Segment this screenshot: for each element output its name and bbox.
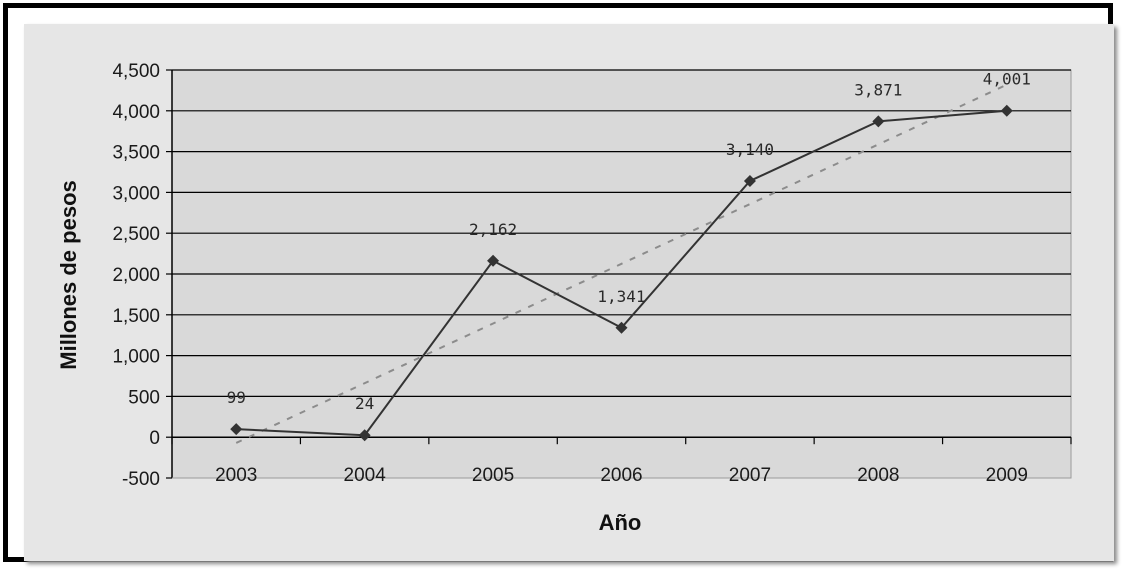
y-tick-label: 3,000 [112, 183, 160, 204]
y-axis-ticks: -500 0 500 1,000 1,500 2,000 2,500 3,000 3,500 4,… [112, 61, 172, 490]
data-point-marker [487, 254, 500, 267]
y-tick-label: 2,500 [112, 224, 160, 245]
data-label: 1,341 [597, 287, 645, 306]
y-tick-label: 1,500 [112, 306, 160, 327]
data-label: 99 [227, 388, 246, 407]
y-tick-label: -500 [122, 469, 160, 490]
data-label: 2,162 [469, 220, 517, 239]
data-point-marker [1000, 104, 1013, 117]
x-tick-label: 2003 [215, 465, 257, 486]
x-tick-label: 2005 [472, 465, 514, 486]
x-tick-label: 2009 [986, 465, 1028, 486]
x-tick-label: 2007 [729, 465, 771, 486]
x-tick-label: 2004 [344, 465, 387, 486]
x-axis-title: Año [599, 510, 642, 535]
data-label: 4,001 [983, 70, 1031, 89]
y-axis-title: Millones de pesos [56, 180, 81, 370]
y-tick-label: 4,500 [112, 61, 160, 82]
data-point-marker [872, 115, 885, 128]
data-points [230, 104, 1013, 442]
data-point-marker [743, 174, 756, 187]
trend-line [235, 83, 1008, 444]
data-point-marker [230, 423, 243, 436]
x-tick-label: 2006 [600, 465, 642, 486]
data-point-marker [615, 321, 628, 334]
data-label: 3,140 [726, 140, 774, 159]
y-tick-label: 500 [128, 387, 160, 408]
y-tick-label: 0 [149, 428, 160, 449]
data-label: 3,871 [854, 80, 902, 99]
y-tick-label: 4,000 [112, 102, 160, 123]
y-tick-label: 3,500 [112, 143, 160, 164]
y-tick-label: 1,000 [112, 347, 160, 368]
y-tick-label: 2,000 [112, 265, 160, 286]
gridlines [172, 69, 1071, 397]
data-labels: 99 24 2,162 1,341 3,140 3,871 4,001 [227, 70, 1031, 414]
data-point-marker [358, 429, 371, 442]
data-label: 24 [355, 394, 374, 413]
x-axis-ticks: 2003 2004 2005 2006 2007 2008 2009 [171, 437, 1072, 486]
x-tick-label: 2008 [857, 465, 899, 486]
